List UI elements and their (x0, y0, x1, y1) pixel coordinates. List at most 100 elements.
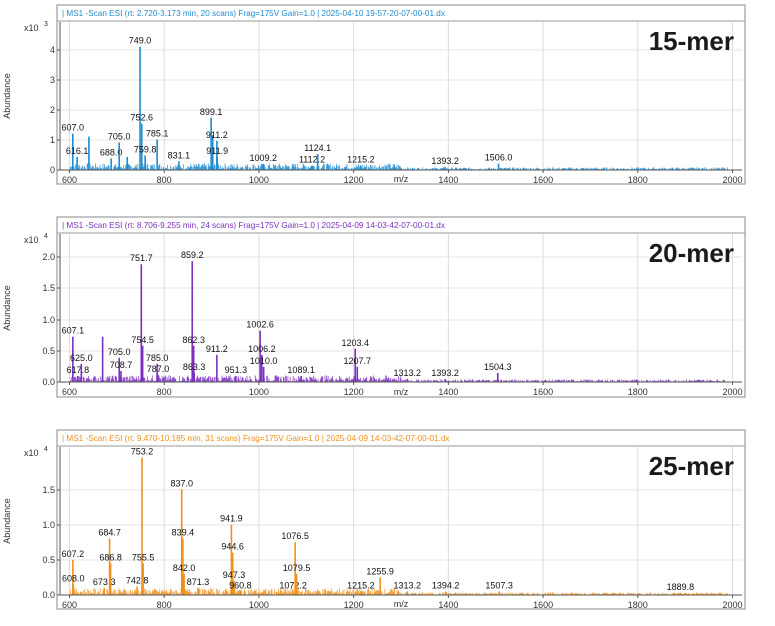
x-tick-label: 1800 (628, 600, 648, 610)
peak-label: 1002.6 (246, 320, 274, 330)
x-tick-label: 600 (62, 175, 77, 185)
peak-label: 607.1 (62, 326, 85, 336)
x-tick-label: 600 (62, 387, 77, 397)
x-tick-label: 1800 (628, 387, 648, 397)
peak-label: 1393.2 (431, 368, 459, 378)
x-tick-label: 800 (157, 175, 172, 185)
peak-label: 1394.2 (432, 580, 460, 590)
panel-frame (56, 216, 746, 398)
peak-label: 1313.2 (393, 368, 421, 378)
y-tick-label: 1.0 (42, 315, 55, 325)
peak-label: 754.5 (131, 335, 154, 345)
peak-label: 947.3 (223, 570, 246, 580)
peak-label: 871.3 (187, 577, 210, 587)
x-tick-label: 1600 (533, 387, 553, 397)
y-tick-label: 0.5 (42, 555, 55, 565)
y-tick-label: 3 (50, 75, 55, 85)
panel-frame (56, 429, 746, 610)
peak-label: 1393.2 (431, 156, 459, 166)
peak-label: 1203.4 (341, 338, 369, 348)
peak-label: 951.3 (225, 365, 248, 375)
peak-label: 863.3 (183, 362, 206, 372)
peak-label: 1207.7 (344, 356, 372, 366)
peak-label: 1506.0 (485, 153, 513, 163)
peak-label: 625.0 (70, 353, 93, 363)
x-tick-label: 1000 (249, 600, 269, 610)
panel-label: 15-mer (649, 26, 734, 56)
peak-label: 1089.1 (287, 365, 315, 375)
peak-label: 837.0 (170, 478, 193, 488)
peak-label: 759.8 (134, 144, 157, 154)
panel-label: 20-mer (649, 238, 734, 268)
peak-label: 1076.5 (281, 531, 309, 541)
peak-label: 742.8 (126, 576, 149, 586)
x-axis-title: m/z (394, 387, 409, 397)
peak-label: 1255.9 (366, 566, 394, 576)
panel-frame (56, 4, 746, 185)
y-exponent: 4 (44, 446, 48, 453)
y-tick-label: 4 (50, 45, 55, 55)
peak-label: 688.0 (100, 147, 123, 157)
x-tick-label: 600 (62, 600, 77, 610)
peak-label: 755.5 (132, 552, 155, 562)
y-tick-label: 2 (50, 105, 55, 115)
peak-label: 607.2 (62, 549, 85, 559)
peak-label: 1889.8 (667, 582, 695, 592)
y-axis-title: Abundance (2, 498, 12, 544)
peak-label: 859.2 (181, 250, 204, 260)
y-tick-label: 0 (50, 165, 55, 175)
peak-label: 1072.2 (279, 580, 307, 590)
panel-header-text: | MS1 -Scan ESI (rt: 2.720-3.173 min, 20… (62, 9, 445, 18)
peak-label: 607.0 (62, 123, 85, 133)
y-tick-label: 0.0 (42, 590, 55, 600)
panel-label: 25-mer (649, 451, 734, 481)
peak-label: 684.7 (98, 528, 121, 538)
x-tick-label: 2000 (723, 600, 743, 610)
x-tick-label: 1600 (533, 600, 553, 610)
x-tick-label: 2000 (723, 387, 743, 397)
y-multiplier: x10 (24, 23, 39, 33)
peak-label: 608.0 (62, 573, 85, 583)
peak-label: 616.1 (66, 146, 89, 156)
y-tick-label: 1.0 (42, 520, 55, 530)
peak-label: 708.7 (110, 360, 133, 370)
x-tick-label: 1400 (438, 387, 458, 397)
y-tick-label: 0.0 (42, 377, 55, 387)
y-tick-label: 2.0 (42, 252, 55, 262)
peak-label: 1009.2 (250, 153, 278, 163)
peak-label: 617.8 (67, 365, 90, 375)
x-tick-label: 1200 (344, 600, 364, 610)
x-tick-label: 800 (157, 387, 172, 397)
peak-label: 911.2 (206, 344, 228, 354)
x-tick-label: 1200 (344, 175, 364, 185)
x-axis-title: m/z (394, 599, 409, 609)
peak-label: 1507.3 (485, 580, 513, 590)
peak-label: 705.0 (108, 131, 131, 141)
y-multiplier: x10 (24, 448, 39, 458)
x-axis-title: m/z (394, 174, 409, 184)
peak-label: 751.7 (130, 253, 153, 263)
panel-header-text: | MS1 -Scan ESI (rt: 9.470-10.185 min, 3… (62, 434, 449, 443)
y-exponent: 3 (44, 21, 48, 28)
peak-label: 752.6 (130, 113, 153, 123)
peak-label: 944.6 (221, 542, 244, 552)
x-tick-label: 800 (157, 600, 172, 610)
peak-label: 1006.2 (248, 344, 276, 354)
x-tick-label: 1000 (249, 175, 269, 185)
peak-label: 1215.2 (347, 580, 375, 590)
peak-label: 831.1 (168, 150, 191, 160)
peak-label: 753.2 (131, 447, 154, 457)
peak-label: 785.0 (146, 353, 169, 363)
y-tick-label: 1.5 (42, 485, 55, 495)
peak-label: 842.0 (173, 563, 196, 573)
peak-label: 1215.2 (347, 155, 375, 165)
peak-label: 1504.3 (484, 362, 512, 372)
y-multiplier: x10 (24, 235, 39, 245)
peak-label: 1313.2 (393, 580, 421, 590)
y-tick-label: 1.5 (42, 283, 55, 293)
peak-label: 1010.0 (250, 356, 278, 366)
peak-label: 749.0 (129, 36, 152, 46)
peak-label: 785.1 (146, 129, 169, 139)
x-tick-label: 1800 (628, 175, 648, 185)
